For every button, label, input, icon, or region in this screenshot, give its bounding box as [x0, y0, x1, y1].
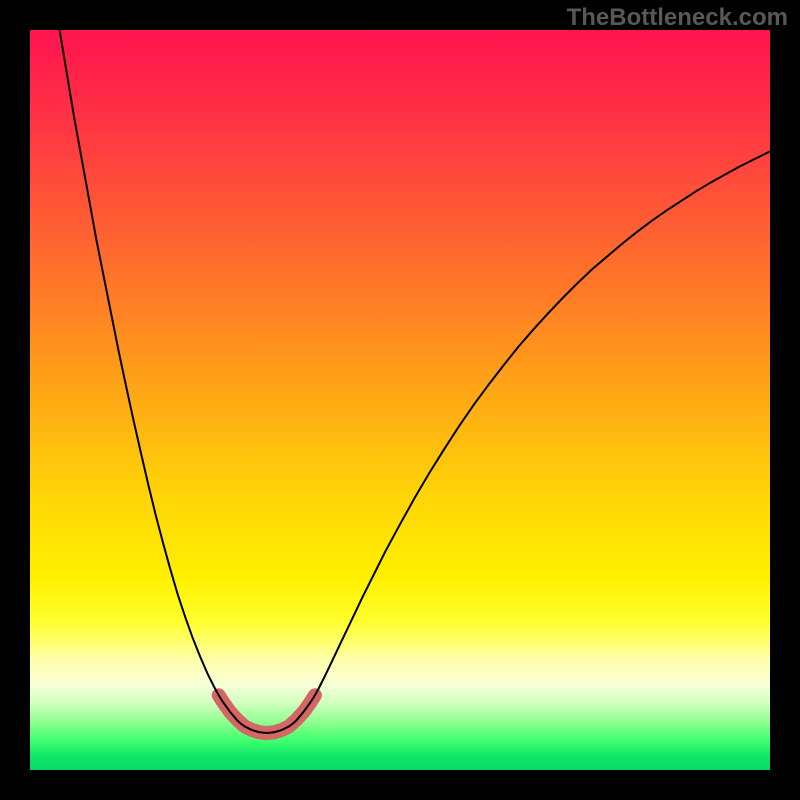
bottleneck-curve	[60, 30, 770, 733]
chart-area	[30, 30, 770, 770]
curve-layer	[30, 30, 770, 770]
watermark-text: TheBottleneck.com	[567, 4, 788, 32]
